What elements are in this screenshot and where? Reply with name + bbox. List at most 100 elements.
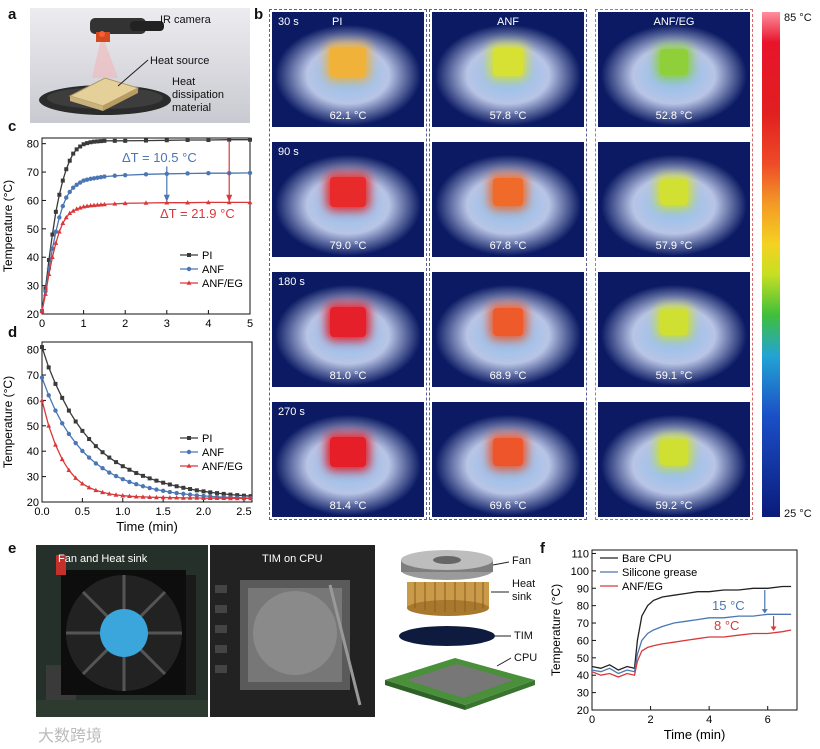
ir-temperature-label: 59.2 °C xyxy=(655,500,693,512)
data-point xyxy=(85,141,90,146)
watermark: 大数跨境 xyxy=(38,728,103,745)
ir-image: 69.6 °C xyxy=(432,402,584,517)
ir-hotspot xyxy=(330,177,366,207)
ir-hotspot xyxy=(493,308,523,336)
ir-image: 270 s 81.4 °C xyxy=(272,402,424,517)
data-point xyxy=(50,246,55,251)
data-point xyxy=(221,491,226,496)
ir-hotspot xyxy=(660,439,688,465)
ir-column-label: ANF/EG xyxy=(653,16,695,28)
y-tick-label: 30 xyxy=(577,688,589,700)
data-point xyxy=(39,308,45,313)
data-point xyxy=(56,229,62,234)
data-point xyxy=(112,201,118,206)
x-tick-label: 0.0 xyxy=(34,506,49,518)
chart-d-cooling: 0.0 0.5 1.0 1.5 2.0 2.5 20 30 40 50 60 70 80 Time (mi… xyxy=(1,341,254,534)
data-point xyxy=(66,431,72,437)
cpu-diagram-icon xyxy=(385,658,535,710)
label-material-line3: material xyxy=(172,102,212,114)
x-tick-label: 4 xyxy=(205,318,211,330)
ir-temperature-label: 81.0 °C xyxy=(329,370,367,382)
data-point xyxy=(147,476,152,481)
data-point xyxy=(73,419,78,424)
y-axis-label: Temperature (°C) xyxy=(1,180,15,272)
data-point xyxy=(174,484,179,489)
ir-temperature-label: 67.8 °C xyxy=(489,240,527,252)
data-point xyxy=(228,495,233,501)
data-point xyxy=(81,204,86,209)
x-tick-label: 2.0 xyxy=(196,506,211,518)
x-tick-label: 0.5 xyxy=(75,506,90,518)
data-point xyxy=(167,482,172,487)
data-point xyxy=(106,491,112,496)
ir-temperature-label: 57.9 °C xyxy=(655,240,693,252)
data-point xyxy=(247,170,253,176)
scale-max-label: 85 °C xyxy=(784,12,812,24)
data-point xyxy=(187,492,193,497)
ir-temperature-label: 59.1 °C xyxy=(655,370,693,382)
label-heat-sink-line1: Heat xyxy=(512,578,536,590)
data-point xyxy=(53,442,58,447)
data-point xyxy=(100,450,105,455)
data-point xyxy=(46,423,52,428)
x-tick-label: 0 xyxy=(589,714,595,726)
legend-label: ANF/EG xyxy=(202,461,243,473)
label-tim: TIM xyxy=(514,630,533,642)
series-line-1 xyxy=(41,377,251,499)
ir-beam xyxy=(92,34,118,78)
data-point xyxy=(39,397,45,403)
ir-temperature-label: 68.9 °C xyxy=(489,370,527,382)
data-point xyxy=(160,494,166,500)
ir-time-label: 90 s xyxy=(278,146,299,158)
data-point xyxy=(181,491,186,497)
data-point xyxy=(154,478,159,483)
ir-column-label: PI xyxy=(332,16,343,28)
y-axis-label: Temperature (°C) xyxy=(549,584,563,676)
data-point xyxy=(143,200,149,205)
y-tick-label: 60 xyxy=(577,635,589,647)
data-point xyxy=(144,138,148,143)
data-point xyxy=(46,393,51,398)
data-point xyxy=(81,178,86,183)
data-point xyxy=(123,138,128,143)
data-point xyxy=(248,137,252,142)
data-point xyxy=(102,138,107,143)
legend-label: PI xyxy=(202,250,212,262)
data-point xyxy=(78,144,83,149)
data-point xyxy=(39,375,45,380)
data-point xyxy=(88,140,93,145)
label-heat-sink-line2: sink xyxy=(512,591,532,603)
data-point xyxy=(59,421,65,426)
data-point xyxy=(140,484,146,489)
legend-label: ANF/EG xyxy=(622,581,663,593)
fan-photo-drawing xyxy=(36,545,208,717)
data-point xyxy=(147,494,153,499)
tim-pad xyxy=(253,591,337,675)
data-point xyxy=(46,271,52,277)
caption-tim-cpu: TIM on CPU xyxy=(262,553,323,565)
data-point xyxy=(185,171,190,176)
data-point xyxy=(122,200,128,206)
data-point xyxy=(46,365,51,370)
data-point xyxy=(53,408,58,413)
y-tick-label: 50 xyxy=(27,421,39,433)
y-tick-label: 70 xyxy=(27,370,39,382)
data-point xyxy=(66,408,71,413)
panel-a-label: a xyxy=(8,6,17,23)
ir-hotspot xyxy=(493,48,523,76)
data-point xyxy=(98,174,104,180)
y-tick-label: 100 xyxy=(571,566,589,578)
data-point xyxy=(98,202,104,207)
legend-label: PI xyxy=(202,433,212,445)
data-point xyxy=(221,495,227,500)
legend-label: ANF xyxy=(202,264,224,276)
y-tick-label: 60 xyxy=(27,395,39,407)
data-point xyxy=(194,488,199,493)
data-point xyxy=(247,199,253,205)
data-point xyxy=(91,176,97,181)
chart-c-heating: 0 1 2 3 4 5 20 30 40 50 60 70 80 Time (min) Temperatur… xyxy=(1,137,253,333)
label-heat-sink: Heat sink xyxy=(512,578,535,604)
legend-marker xyxy=(187,436,191,440)
data-point xyxy=(93,461,99,466)
legend-marker xyxy=(187,253,191,257)
